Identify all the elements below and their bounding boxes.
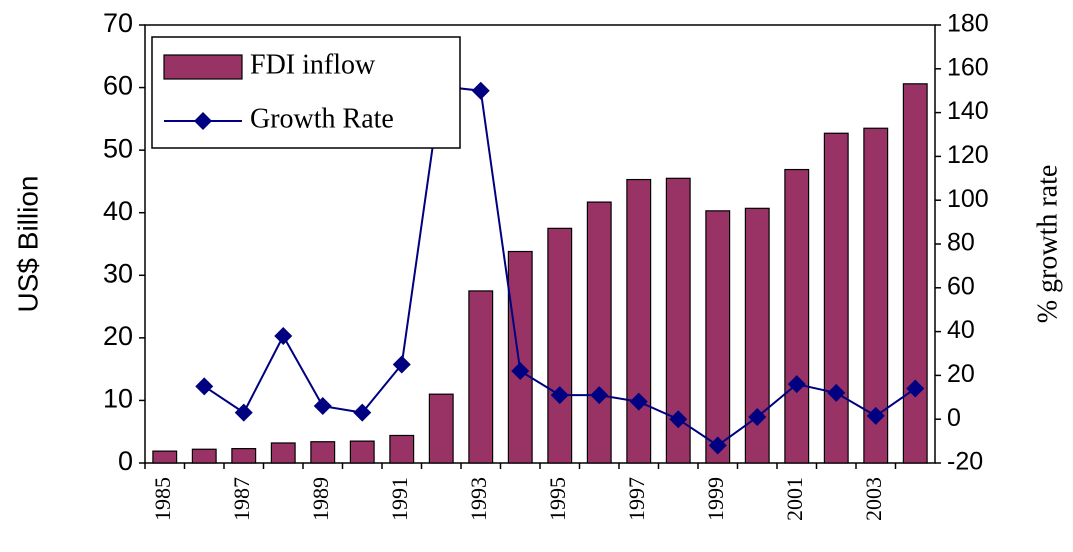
y-tick-label: 20 [103, 321, 133, 351]
marker [353, 403, 372, 422]
marker [827, 383, 846, 402]
bar [586, 201, 612, 464]
x-tick-label: 1987 [229, 477, 254, 521]
marker [313, 397, 332, 416]
x-tick-label: 1993 [466, 477, 491, 521]
marker [471, 81, 490, 100]
y-tick-label: 40 [103, 196, 133, 226]
marker [274, 326, 293, 345]
bar [310, 441, 336, 464]
y2-tick-label: 80 [947, 229, 975, 257]
y-tick-label: 10 [103, 384, 133, 414]
x-tick-label: 1997 [624, 477, 649, 521]
legend-swatch [163, 54, 243, 80]
marker [906, 379, 925, 398]
bar [191, 448, 217, 464]
marker [787, 375, 806, 394]
bar [231, 448, 257, 464]
bar [784, 168, 810, 464]
y2-tick-label: 40 [947, 316, 975, 344]
bar [468, 290, 494, 464]
bar [665, 177, 691, 464]
bar [428, 393, 454, 464]
legend-label: Growth Rate [250, 103, 394, 134]
legend-label: FDI inflow [250, 49, 376, 80]
legend-marker [194, 112, 212, 130]
marker [629, 392, 648, 411]
bar [902, 83, 928, 464]
x-tick-label: 1985 [150, 477, 175, 521]
bar [626, 178, 652, 464]
y-tick-label: 50 [103, 133, 133, 163]
y2-tick-label: 180 [947, 10, 989, 38]
y2-axis-title: % growth rate [1032, 165, 1063, 324]
bar [863, 127, 889, 464]
marker [866, 406, 885, 425]
marker [708, 436, 727, 455]
y2-tick-label: 120 [947, 141, 989, 169]
marker [511, 362, 530, 381]
y2-tick-label: 60 [947, 272, 975, 300]
x-tick-label: 1999 [703, 477, 728, 521]
marker [195, 377, 214, 396]
y-axis-title: US$ Billion [12, 176, 43, 313]
x-tick-label: 1989 [308, 477, 333, 521]
marker [748, 408, 767, 427]
marker [550, 386, 569, 405]
bar [705, 210, 731, 464]
y-tick-label: 60 [103, 71, 133, 101]
bar [270, 442, 296, 464]
y2-tick-label: 160 [947, 53, 989, 81]
x-tick-label: 2001 [782, 477, 807, 521]
y-tick-label: 30 [103, 258, 133, 288]
y2-tick-label: 100 [947, 185, 989, 213]
x-tick-label: 1995 [545, 477, 570, 521]
y2-tick-label: 20 [947, 360, 975, 388]
y-tick-label: 0 [118, 446, 133, 476]
x-tick-label: 1991 [387, 477, 412, 521]
bar [152, 450, 178, 464]
marker [392, 355, 411, 374]
y2-tick-label: -20 [947, 448, 983, 476]
bar [507, 250, 533, 464]
bar [823, 132, 849, 464]
y2-tick-label: 0 [947, 404, 961, 432]
bar [389, 434, 415, 464]
bar [547, 227, 573, 464]
marker [669, 410, 688, 429]
bar [744, 207, 770, 464]
y-tick-label: 70 [103, 8, 133, 38]
x-tick-label: 2003 [861, 477, 886, 521]
y2-tick-label: 140 [947, 97, 989, 125]
marker [234, 403, 253, 422]
bar [349, 440, 375, 464]
marker [590, 386, 609, 405]
